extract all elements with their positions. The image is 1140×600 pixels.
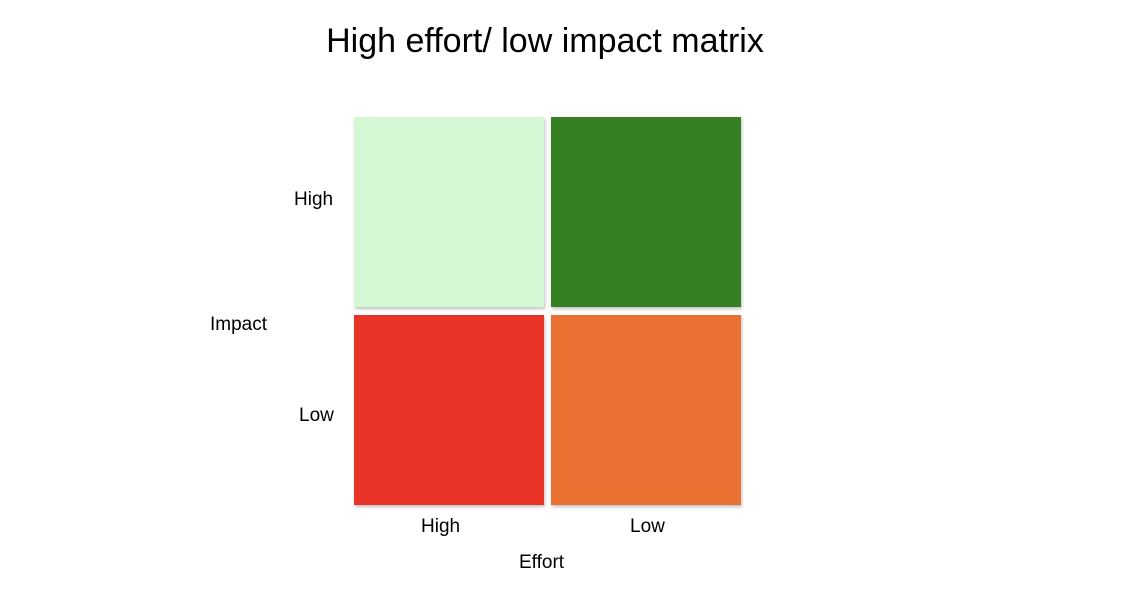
y-axis-label: Impact [210,314,268,335]
page-title: High effort/ low impact matrix [326,22,764,60]
y-tick-high: High [294,189,334,210]
quadrant-low-impact-high-effort [354,315,544,505]
x-tick-high: High [421,516,461,537]
quadrant-high-impact-low-effort [551,117,741,307]
x-axis-label: Effort [519,552,565,573]
x-tick-low: Low [630,516,665,537]
y-tick-low: Low [299,405,334,426]
quadrant-high-impact-high-effort [354,117,544,307]
quadrant-low-impact-low-effort [551,315,741,505]
